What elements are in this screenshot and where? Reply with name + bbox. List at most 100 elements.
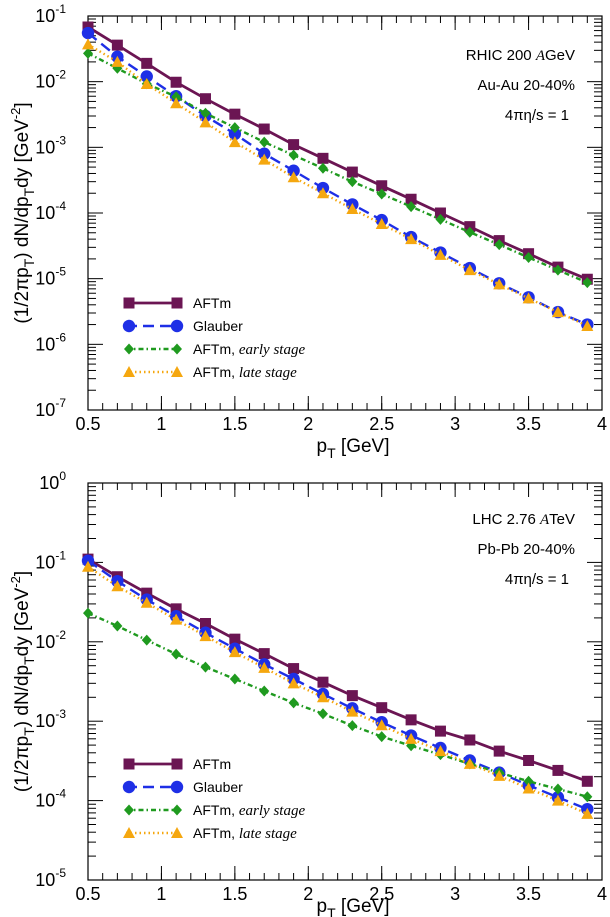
data-point	[199, 630, 212, 642]
data-point	[346, 166, 358, 178]
data-point	[171, 91, 182, 103]
annotation-text: LHC 2.76	[472, 511, 540, 528]
y-tick-label: 10-5	[35, 265, 66, 289]
legend-label: AFTm	[193, 756, 231, 772]
data-point	[317, 152, 329, 164]
x-tick-label: 2.5	[369, 414, 394, 434]
x-tick-label: 4	[597, 414, 607, 434]
annotation-text: RHIC 200	[466, 47, 536, 64]
x-axis-symbol: p	[317, 896, 328, 917]
data-point	[82, 560, 94, 572]
data-point	[347, 176, 358, 188]
data-point	[405, 233, 418, 245]
data-point	[141, 587, 153, 599]
legend-marker	[170, 780, 184, 794]
annotation-viscosity: 4πη/s = 1	[505, 571, 569, 588]
y-tick-exponent: -1	[55, 2, 66, 16]
y-tick-base: 10	[35, 552, 55, 572]
data-point	[376, 731, 387, 743]
data-point	[170, 603, 182, 615]
y-tick-label: 10-4	[35, 787, 66, 811]
data-point	[522, 292, 535, 304]
annotation-italic: A	[539, 512, 550, 528]
legend-name: AFTm	[193, 756, 231, 772]
data-point	[376, 180, 388, 192]
series-1	[82, 553, 593, 787]
legend-marker	[123, 297, 135, 309]
data-point	[287, 164, 300, 177]
y-tick-label: 10-4	[35, 199, 66, 223]
data-point	[170, 97, 183, 109]
data-point	[435, 213, 446, 225]
annotation-system: Au-Au 20-40%	[477, 77, 575, 94]
y-tick-label: 10-2	[35, 628, 66, 652]
data-point	[81, 554, 95, 567]
data-point	[375, 217, 388, 229]
annotation-italic: A	[535, 48, 546, 64]
x-tick-label: 3	[450, 414, 460, 434]
x-axis-title: pT [GeV]	[317, 436, 390, 461]
y-tick-exponent: -5	[55, 265, 66, 279]
y-tick-base: 10	[35, 632, 55, 652]
data-point	[346, 690, 358, 702]
x-tick-label: 1.5	[222, 884, 247, 904]
y-axis-part: dy [GeV	[12, 119, 33, 188]
annotation-viscosity: 4πη/s = 1	[505, 107, 569, 124]
data-point	[376, 188, 387, 200]
data-point	[317, 676, 329, 688]
y-tick-label: 10-3	[35, 133, 66, 157]
x-tick-label: 0.5	[75, 414, 100, 434]
series-2	[81, 554, 594, 816]
y-axis-part: ]	[12, 571, 33, 576]
data-point	[522, 782, 535, 794]
data-point	[406, 201, 417, 213]
y-tick-base: 10	[35, 791, 55, 811]
y-axis-superscript: -2	[8, 108, 23, 120]
y-tick-exponent: -2	[55, 68, 66, 82]
y-tick-base: 10	[35, 711, 55, 731]
y-tick-base: 10	[35, 137, 55, 157]
data-point	[316, 691, 329, 703]
series-line	[87, 557, 588, 783]
x-axis-subscript: T	[327, 445, 336, 461]
annotation-collision: RHIC 200 AGeV	[466, 47, 575, 64]
data-point	[434, 248, 447, 260]
legend-name: AFTm	[193, 295, 231, 311]
data-point	[551, 794, 564, 806]
y-tick-base: 10	[35, 400, 55, 420]
data-point	[552, 764, 564, 776]
legend-label: AFTm, early stage	[193, 802, 305, 819]
y-tick-label: 10-2	[35, 68, 66, 92]
y-tick-label: 100	[39, 469, 66, 493]
data-point	[170, 613, 183, 625]
data-point	[493, 769, 506, 781]
data-point	[464, 226, 475, 238]
y-tick-base: 10	[35, 334, 55, 354]
y-axis-subscript: T	[21, 258, 37, 267]
data-point	[552, 264, 563, 276]
data-point	[258, 648, 270, 660]
series-line	[87, 25, 588, 281]
data-point	[523, 252, 534, 264]
y-tick-base: 10	[35, 870, 55, 890]
chart-panel-1: 0.5 1 1.5 2 2.5 3 3.5 410-710-610-510-410-310-2…	[8, 2, 607, 461]
data-point	[170, 76, 182, 88]
legend-label: AFTm, late stage	[193, 364, 297, 381]
chart-panel-2: 0.5 1 1.5 2 2.5 3 3.5 410-510-410-310-210-1100L…	[8, 469, 607, 917]
data-point	[582, 791, 593, 803]
y-axis-part: (1/2πp	[12, 267, 33, 323]
data-point	[288, 663, 300, 675]
y-tick-exponent: -2	[55, 628, 66, 642]
legend-label: AFTm, early stage	[193, 341, 305, 358]
data-point	[141, 57, 153, 69]
x-axis-title: pT [GeV]	[317, 896, 390, 917]
data-point	[523, 775, 534, 787]
legend-marker	[124, 343, 134, 355]
x-tick-label: 2	[303, 884, 313, 904]
data-point	[405, 193, 417, 205]
data-point	[346, 203, 359, 215]
y-tick-exponent: -5	[55, 866, 66, 880]
data-point	[258, 123, 270, 135]
